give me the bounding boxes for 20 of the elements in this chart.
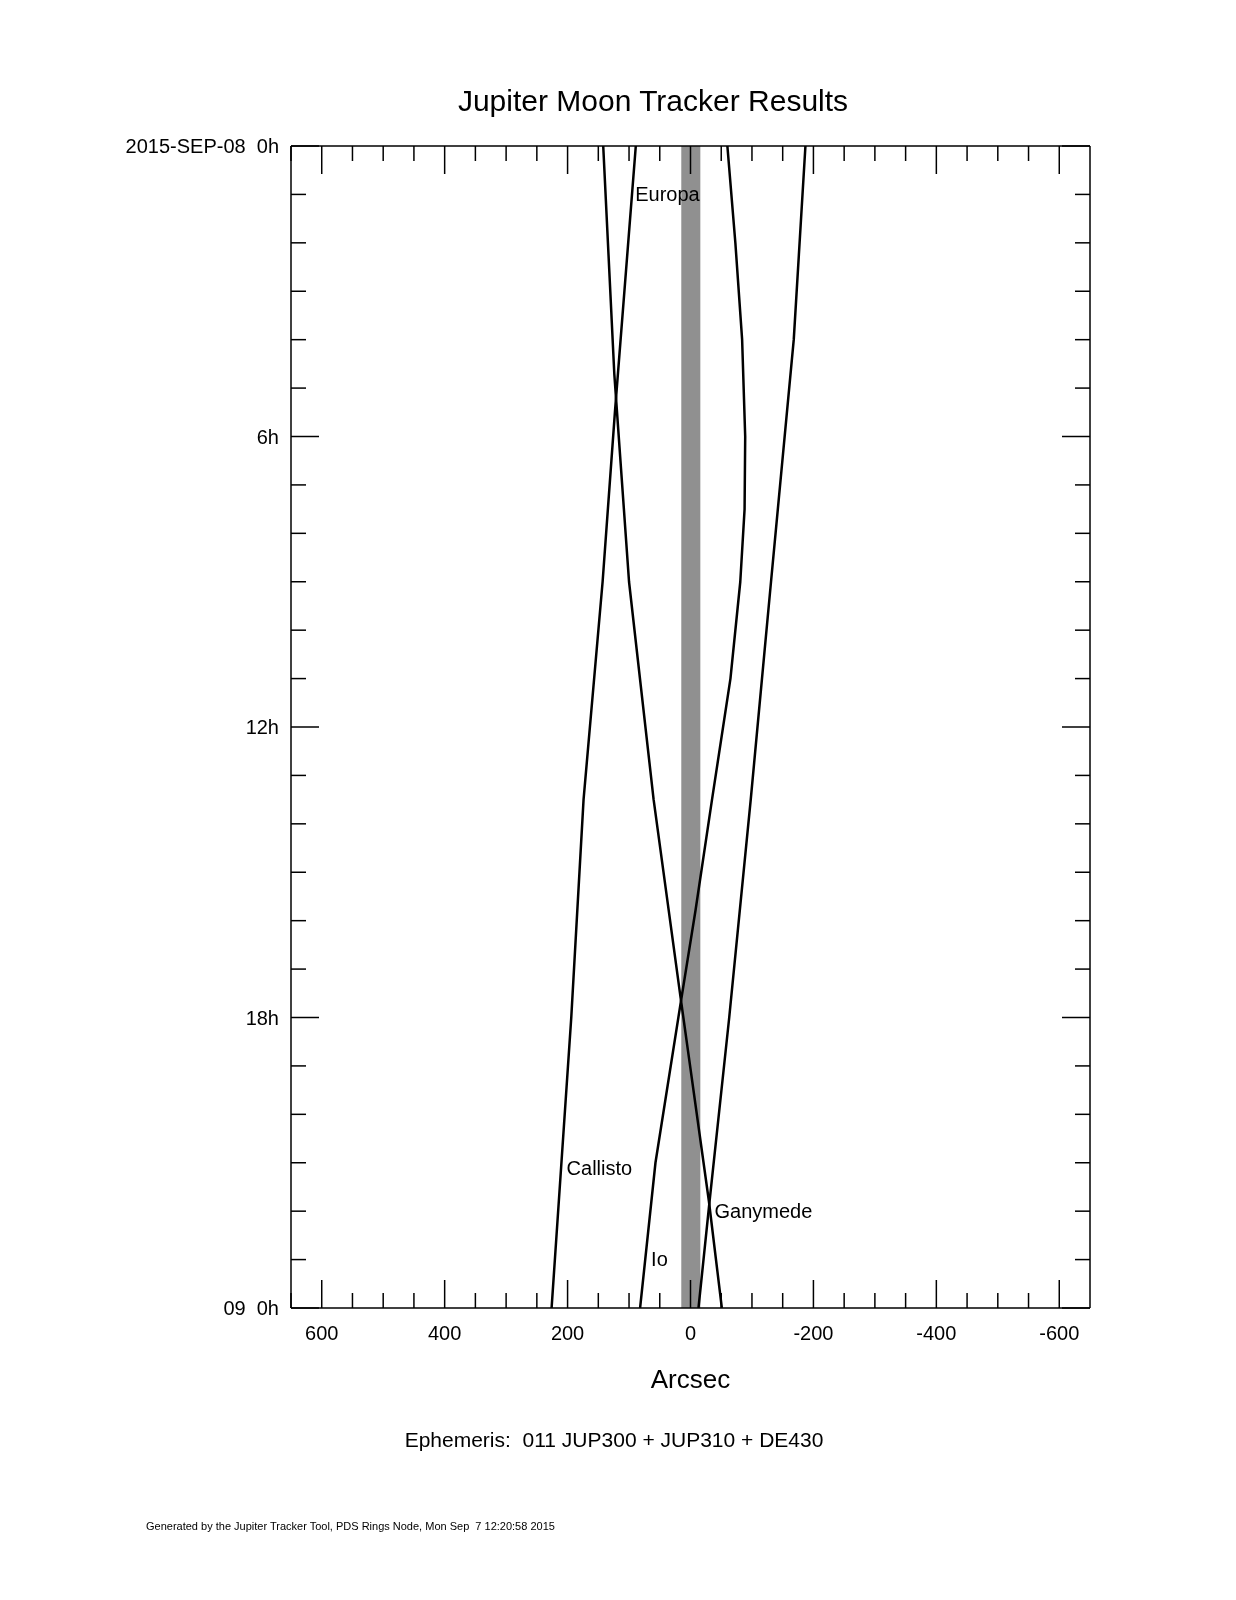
y-tick-label: 09 0h bbox=[223, 1297, 279, 1319]
legend-label: Europa bbox=[635, 183, 701, 205]
y-tick-label: 2015-SEP-08 0h bbox=[125, 135, 279, 157]
x-tick-label: 400 bbox=[427, 1322, 462, 1344]
text: Ephemeris: 011 JUP300 + JUP310 + DE430 bbox=[403, 1428, 825, 1452]
chart-title: Jupiter Moon Tracker Results bbox=[456, 84, 850, 118]
series-label: Io bbox=[651, 1248, 668, 1270]
y-tick-label: 6h bbox=[256, 425, 279, 448]
x-tick-label: -600 bbox=[1039, 1322, 1080, 1344]
series-label: Callisto bbox=[566, 1157, 633, 1179]
x-tick-label: 0 bbox=[684, 1322, 697, 1344]
text: Generated by the Jupiter Tracker Tool, PDS Rings Node, Mon Sep 7 12:20:58 2015 bbox=[146, 1520, 555, 1532]
x-tick-label: -200 bbox=[793, 1322, 834, 1344]
y-tick-label: 12h bbox=[245, 716, 279, 738]
x-tick-label: 200 bbox=[550, 1322, 585, 1344]
x-tick-label: -400 bbox=[916, 1322, 957, 1344]
y-tick-label: 18h bbox=[245, 1006, 279, 1029]
x-tick-label: 600 bbox=[305, 1322, 339, 1344]
x-axis-title: Arcsec bbox=[650, 1364, 731, 1394]
series-label: Ganymede bbox=[714, 1200, 813, 1222]
